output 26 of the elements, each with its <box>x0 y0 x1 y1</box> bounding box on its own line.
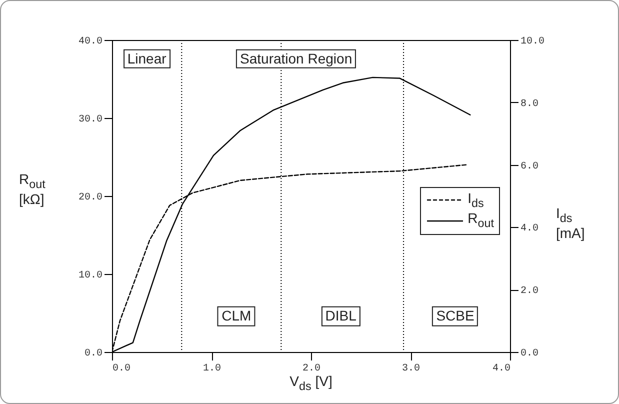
annotation: CLM <box>218 306 256 326</box>
y2-tick-label: 10.0 <box>520 36 545 48</box>
annotation: Saturation Region <box>236 49 356 68</box>
y2-tick-label: 0.0 <box>520 348 539 360</box>
x-tick-label: 1.0 <box>202 364 222 374</box>
annotation: Linear <box>123 49 170 68</box>
y2-tick-label: 4.0 <box>520 224 539 235</box>
x-tick-label: 2.0 <box>302 364 321 374</box>
y2-tick-label: 8.0 <box>520 98 539 110</box>
x-axis-title: V$_{ds}$ [V] <box>290 373 332 394</box>
y-tick-label: 10.0 <box>78 270 102 282</box>
y-tick-label: 0.0 <box>84 348 102 360</box>
y-tick-label: 30.0 <box>78 114 102 126</box>
annotation: DIBL <box>321 306 360 326</box>
x-tick-label: 3.0 <box>402 364 420 374</box>
x-tick-label: 0.0 <box>112 364 131 374</box>
y2-tick-label: 2.0 <box>520 286 539 298</box>
y2-axis-title: I$_{ds}$ [mA] <box>556 205 585 242</box>
legend-label: I$_{ds}$ <box>468 190 484 210</box>
y2-tick-label: 6.0 <box>520 161 539 172</box>
y-tick-label: 40.0 <box>78 36 102 48</box>
annotation: SCBE <box>432 306 478 326</box>
y-tick-label: 20.0 <box>78 192 102 204</box>
x-tick-label: 4.0 <box>492 364 510 374</box>
legend-label: R$_{out}$ <box>468 210 494 231</box>
y-axis-title: R$_{out}$ [kΩ] <box>19 171 46 208</box>
